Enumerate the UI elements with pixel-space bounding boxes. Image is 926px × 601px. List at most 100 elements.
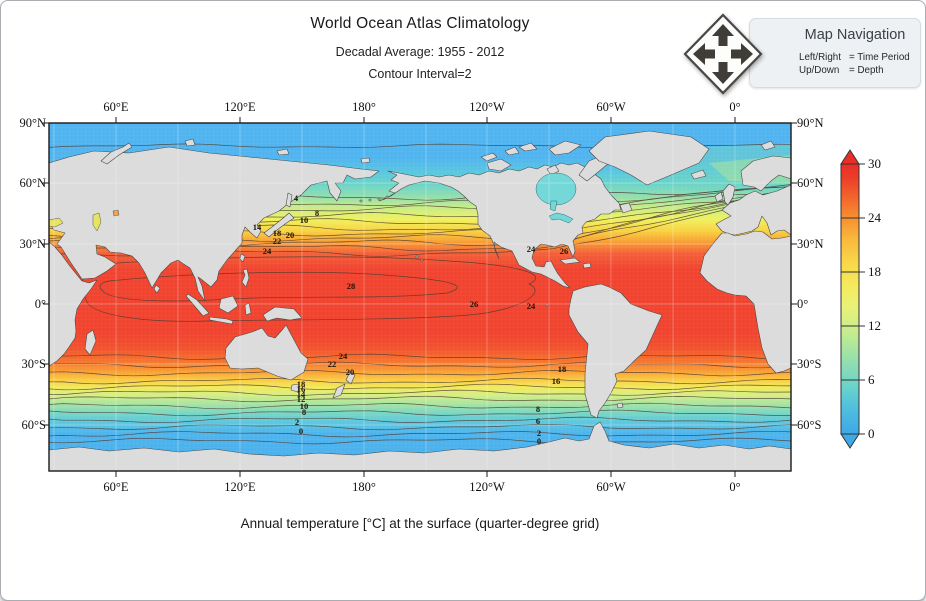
land-australia bbox=[224, 324, 309, 381]
land-southampton bbox=[546, 164, 560, 176]
isotherm-0-south bbox=[49, 437, 791, 445]
land-ireland bbox=[714, 191, 724, 203]
nav-action-depth: = Depth bbox=[849, 65, 884, 76]
page-title: World Ocean Atlas Climatology bbox=[310, 15, 530, 32]
colorbar-tick-label: 6 bbox=[868, 372, 875, 387]
nav-help-row-depth: Up/Down = Depth bbox=[799, 64, 910, 77]
map-navigation-title: Map Navigation bbox=[804, 27, 906, 43]
isotherm-10-south bbox=[49, 402, 791, 410]
arrow-left-icon bbox=[693, 43, 715, 65]
land-eurasia bbox=[49, 146, 380, 302]
map-navigation-help: Left/Right = Time Period Up/Down = Depth bbox=[799, 51, 910, 77]
land-aleutians bbox=[359, 199, 363, 203]
land-masses bbox=[49, 130, 791, 471]
land-sulawesi bbox=[244, 302, 252, 316]
colorbar bbox=[840, 149, 865, 449]
land-sakhalin bbox=[285, 192, 293, 208]
isotherm-2-south bbox=[49, 430, 791, 438]
navigation-arrows-icon[interactable] bbox=[681, 11, 765, 97]
land-victoria-island bbox=[486, 158, 512, 172]
land-arctic-islands bbox=[504, 142, 538, 156]
lon-tick-label: 0° bbox=[729, 480, 741, 494]
lon-tick-label: 0° bbox=[729, 100, 741, 114]
caspian-sea bbox=[92, 212, 102, 232]
lat-tick-label: 30°N bbox=[797, 237, 824, 251]
lon-tick-label: 120°E bbox=[224, 100, 256, 114]
land-hawaii bbox=[415, 255, 419, 259]
land-aleutians bbox=[368, 198, 372, 202]
lat-tick-label: 30°S bbox=[21, 357, 46, 371]
land-cuba bbox=[559, 257, 581, 265]
lon-tick-label: 120°W bbox=[469, 100, 505, 114]
land-severnaya-zemlya bbox=[184, 138, 196, 147]
land-hawaii bbox=[420, 258, 424, 262]
colorbar-tick-label: 0 bbox=[868, 426, 875, 441]
arrow-right-icon bbox=[731, 43, 753, 65]
figure-caption: Annual temperature [°C] at the surface (… bbox=[240, 516, 600, 531]
hudson-bay bbox=[535, 172, 577, 206]
land-novaya-zemlya bbox=[100, 142, 133, 165]
isotherm-12-south bbox=[49, 395, 791, 403]
lon-tick-label: 120°E bbox=[224, 480, 256, 494]
land-sumatra bbox=[185, 293, 210, 317]
isotherm-24-south bbox=[49, 353, 791, 361]
nav-keys-leftright: Left/Right bbox=[799, 52, 841, 63]
lon-tick-label: 120°W bbox=[469, 480, 505, 494]
land-aleutians bbox=[385, 195, 389, 199]
lat-tick-label: 60°S bbox=[21, 418, 46, 432]
land-south-america bbox=[568, 283, 663, 419]
land-falklands bbox=[616, 402, 624, 409]
isotherm-16-south bbox=[49, 383, 791, 391]
land-new-zealand-north bbox=[345, 371, 356, 385]
land-madagascar bbox=[84, 329, 97, 356]
map-plot-area[interactable] bbox=[49, 123, 791, 471]
land-britain bbox=[722, 183, 736, 206]
land-scandinavia bbox=[740, 155, 791, 192]
colorbar-tick-label: 12 bbox=[868, 318, 881, 333]
lat-tick-label: 90°N bbox=[19, 116, 46, 130]
colorbar-tick-label: 18 bbox=[868, 264, 881, 279]
lat-tick-label: 60°N bbox=[19, 176, 46, 190]
lat-tick-label: 30°N bbox=[19, 237, 46, 251]
isotherm-22-south bbox=[49, 361, 791, 369]
isotherm-4-south bbox=[49, 423, 791, 431]
james-bay bbox=[549, 200, 558, 212]
land-galapagos bbox=[545, 303, 549, 307]
land-japan bbox=[263, 212, 295, 238]
lon-tick-label: 60°E bbox=[103, 480, 129, 494]
isotherm-28-loop bbox=[99, 271, 458, 302]
colorbar-arrow-up bbox=[840, 149, 860, 165]
colorbar-tick-label: 24 bbox=[868, 210, 881, 225]
lon-tick-label: 60°E bbox=[103, 100, 129, 114]
land-philippines bbox=[241, 268, 250, 288]
inland-seas bbox=[49, 172, 577, 232]
land-ellesmere bbox=[548, 140, 582, 156]
land-borneo bbox=[218, 295, 239, 314]
land-africa-east bbox=[49, 241, 98, 367]
isotherm-20-south bbox=[49, 369, 791, 377]
land-greenland bbox=[588, 130, 710, 186]
land-hispaniola bbox=[582, 262, 592, 269]
land-java bbox=[208, 316, 234, 325]
land-europe bbox=[715, 184, 791, 236]
black-sea bbox=[49, 217, 64, 228]
graticule bbox=[49, 123, 791, 471]
land-tasmania bbox=[290, 383, 300, 393]
lon-tick-label: 180° bbox=[352, 100, 376, 114]
isotherm-6-south bbox=[49, 416, 791, 424]
nav-action-time: = Time Period bbox=[849, 52, 910, 63]
colorbar-ticks bbox=[841, 163, 865, 435]
lat-tick-label: 90°N bbox=[797, 116, 824, 130]
lat-tick-label: 60°N bbox=[797, 176, 824, 190]
land-new-zealand-south bbox=[332, 383, 346, 399]
land-new-siberian bbox=[276, 148, 290, 156]
lat-tick-label: 0° bbox=[797, 297, 809, 311]
land-iceland bbox=[690, 169, 707, 180]
map-navigation-panel bbox=[749, 18, 921, 88]
lon-tick-label: 180° bbox=[352, 480, 376, 494]
page-subtitle-contour: Contour Interval=2 bbox=[368, 67, 472, 81]
colorbar-arrow-down bbox=[840, 433, 860, 449]
great-lakes bbox=[548, 212, 574, 224]
